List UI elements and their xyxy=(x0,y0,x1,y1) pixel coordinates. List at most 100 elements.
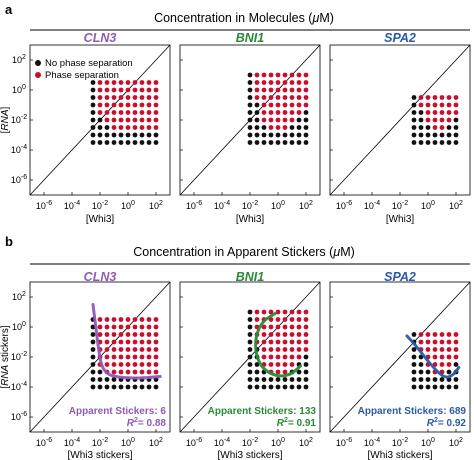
panel-a-spa2-xlabel: [Whi3] xyxy=(386,214,415,225)
panel-b-bni1-fit-label: Apparent Stickers: 133 xyxy=(208,406,317,417)
panel-a-cln3-point-phase-separation xyxy=(146,102,152,108)
panel-a-bni1-point-no-phase-separation xyxy=(247,110,253,115)
panel-b-bni1-point-no-phase-separation xyxy=(289,384,295,390)
panel-b-spa2-point-no-phase-separation xyxy=(425,377,431,382)
panel-a-cln3-ytick-label: 102 xyxy=(12,54,26,65)
panel-b-spa2-point-no-phase-separation xyxy=(418,377,424,382)
panel-b-cln3-point-no-phase-separation xyxy=(139,384,145,390)
panel-b-spa2-xtick-label: 10-6 xyxy=(336,437,352,448)
panel-b-spa2-diagonal-line xyxy=(329,281,471,433)
panel-b-bni1-point-phase-separation xyxy=(289,347,295,352)
panel-a-bni1-point-no-phase-separation xyxy=(303,132,309,138)
panel-b-bni1-point-no-phase-separation xyxy=(296,377,302,382)
panel-b-bni1-point-phase-separation xyxy=(296,347,302,352)
panel-b-bni1-point-no-phase-separation xyxy=(282,384,288,390)
panel-a-bni1-point-phase-separation xyxy=(268,72,274,78)
panel-b-spa2-xtick-label: 10-2 xyxy=(392,437,408,448)
panel-b-bni1-point-phase-separation xyxy=(303,332,309,337)
panel-a-bni1-point-phase-separation xyxy=(268,87,274,93)
panel-a-bni1-point-no-phase-separation xyxy=(254,132,260,138)
panel-b-spa2-point-no-phase-separation xyxy=(418,362,424,367)
panel-a-cln3-point-no-phase-separation xyxy=(97,140,103,145)
panel-b-cln3-point-phase-separation xyxy=(132,339,138,345)
panel-a-cln3-point-no-phase-separation xyxy=(139,140,145,145)
panel-b-cln3-point-no-phase-separation xyxy=(97,369,103,375)
panel-b-spa2-point-no-phase-separation xyxy=(411,354,417,360)
panel-a-bni1-point-phase-separation xyxy=(282,72,288,78)
panel-a-cln3-point-no-phase-separation xyxy=(104,125,110,130)
panel-a-cln3-point-no-phase-separation xyxy=(90,95,96,100)
panel-a-bni1-point-no-phase-separation xyxy=(247,80,253,85)
panel-b-spa2-point-no-phase-separation xyxy=(411,347,417,352)
panel-a-bni1-point-no-phase-separation xyxy=(261,140,267,145)
panel-a-spa2-point-phase-separation xyxy=(425,117,431,123)
legend-marker-no-phase xyxy=(35,60,41,66)
panel-b-cln3-ytick-label: 10-2 xyxy=(11,351,27,362)
panel-a-cln3-point-phase-separation xyxy=(146,80,152,85)
panel-b-cln3-point-phase-separation xyxy=(97,324,103,330)
panel-b-bni1-xlabel: [Whi3 stickers] xyxy=(217,450,282,460)
panel-a-bni1-point-phase-separation xyxy=(296,95,302,100)
panel-b-bni1-point-no-phase-separation xyxy=(247,332,253,337)
panel-a-spa2-point-no-phase-separation xyxy=(446,125,452,130)
panel-a-cln3-point-phase-separation xyxy=(153,110,159,115)
panel-a-spa2-point-no-phase-separation xyxy=(411,102,417,108)
panel-b-bni1-point-phase-separation xyxy=(275,369,281,375)
panel-a-cln3-point-no-phase-separation xyxy=(153,132,159,138)
panel-b-cln3-point-phase-separation xyxy=(111,324,117,330)
panel-b-bni1-point-no-phase-separation xyxy=(254,384,260,390)
panel-b-spa2-point-phase-separation xyxy=(425,339,431,345)
panel-b-cln3-xtick-label: 10-2 xyxy=(92,437,108,448)
panel-b-spa2-point-no-phase-separation xyxy=(411,384,417,390)
panel-a-spa2-point-no-phase-separation xyxy=(446,132,452,138)
panel-b-bni1-point-phase-separation xyxy=(282,362,288,367)
panel-a-cln3-point-phase-separation xyxy=(153,102,159,108)
panel-a-bni1-point-phase-separation xyxy=(275,117,281,123)
panel-a-bni1-point-phase-separation xyxy=(254,87,260,93)
panel-a-bni1-point-no-phase-separation xyxy=(261,125,267,130)
panel-a-spa2-point-phase-separation xyxy=(446,102,452,108)
panel-b-spa2-title: SPA2 xyxy=(384,270,416,284)
panel-a-cln3-point-phase-separation xyxy=(118,117,124,123)
panel-a-cln3-xtick-label: 100 xyxy=(121,200,135,211)
panel-b-cln3-point-phase-separation xyxy=(118,332,124,337)
panel-b-bni1-xtick-label: 102 xyxy=(299,437,313,448)
panel-a-cln3-point-phase-separation xyxy=(97,95,103,100)
panel-a-bni1-point-phase-separation xyxy=(275,125,281,130)
panel-a-spa2-point-phase-separation xyxy=(439,95,445,100)
panel-a-bni1-xtick-label: 100 xyxy=(271,200,285,211)
panel-b-cln3-point-no-phase-separation xyxy=(153,384,159,390)
panel-b-cln3-ylabel: [RNA stickers] xyxy=(0,325,11,389)
panel-b-bni1-point-phase-separation xyxy=(268,309,274,315)
panel-a-bni1-point-phase-separation xyxy=(268,102,274,108)
panel-b-cln3-point-phase-separation xyxy=(146,347,152,352)
panel-a-bni1-point-phase-separation xyxy=(303,102,309,108)
panel-a-cln3-point-phase-separation xyxy=(132,117,138,123)
panel-a-cln3-ytick-label: 10-2 xyxy=(11,114,27,125)
panel-a-bni1-point-phase-separation xyxy=(303,80,309,85)
panel-b-cln3-point-phase-separation xyxy=(125,324,131,330)
panel-b-cln3-point-phase-separation xyxy=(118,362,124,367)
panel-a-bni1-xtick-label: 10-6 xyxy=(186,200,202,211)
panel-b-cln3-point-phase-separation xyxy=(132,332,138,337)
panel-a-cln3-point-phase-separation xyxy=(153,95,159,100)
panel-b-bni1-point-phase-separation xyxy=(296,309,302,315)
panel-a-cln3-point-no-phase-separation xyxy=(111,140,117,145)
panel-a-cln3-point-phase-separation xyxy=(104,80,110,85)
panel-a-bni1-point-phase-separation xyxy=(275,72,281,78)
panel-a-bni1-point-no-phase-separation xyxy=(303,110,309,115)
panel-b-bni1-point-phase-separation xyxy=(296,324,302,330)
panel-a-cln3-point-phase-separation xyxy=(132,102,138,108)
panel-a-cln3-ytick-label: 100 xyxy=(12,84,26,95)
panel-b-bni1-point-phase-separation xyxy=(268,332,274,337)
panel-b-cln3-point-no-phase-separation xyxy=(125,384,131,390)
panel-b-bni1-point-phase-separation xyxy=(296,354,302,360)
panel-b-spa2-xtick-label: 102 xyxy=(449,437,463,448)
panel-b-bni1-point-phase-separation xyxy=(296,317,302,322)
panel-a-spa2-point-no-phase-separation xyxy=(446,140,452,145)
panel-b-cln3-point-phase-separation xyxy=(104,354,110,360)
panel-b-cln3-point-no-phase-separation xyxy=(90,339,96,345)
panel-b-spa2-point-phase-separation xyxy=(446,362,452,367)
panel-a-cln3-xtick-label: 10-6 xyxy=(36,200,52,211)
panel-b-cln3-point-phase-separation xyxy=(118,324,124,330)
